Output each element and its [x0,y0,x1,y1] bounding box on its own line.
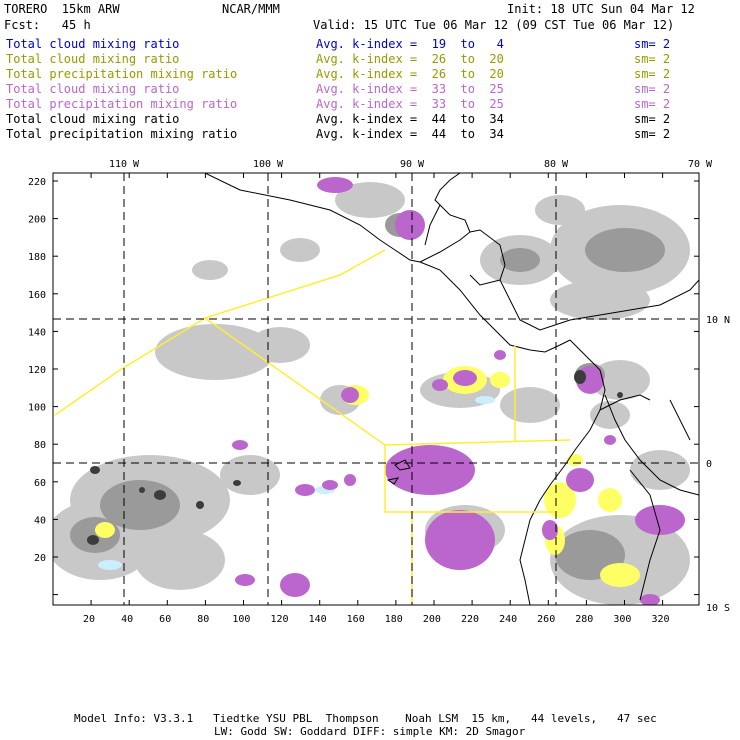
legend-sm: sm= 2 [634,127,671,141]
lat-label: 10 S [706,603,730,614]
grid-y-label: 160 [28,290,46,301]
domain-boundaries [54,249,571,605]
grid-y-label: 20 [34,553,46,564]
right-lat-labels: 10 N 0 10 S [706,315,730,614]
grid-y-label: 200 [28,215,46,226]
legend-field: Total cloud mixing ratio [6,112,180,126]
grid-x-label: 160 [347,614,365,625]
grid-x-label: 120 [270,614,288,625]
legend-sm: sm= 2 [634,67,671,81]
lat-label: 10 N [706,315,730,326]
lon-label: 100 W [253,159,284,170]
org-label: NCAR/MMM [222,2,280,16]
footer-physics-info: LW: Godd SW: Goddard DIFF: simple KM: 2D… [214,725,526,738]
legend-sm: sm= 2 [634,37,671,51]
map-frame [52,172,700,606]
forecast-hour: Fcst: 45 h [4,18,91,32]
axis-ticks [52,173,699,605]
lon-label: 110 W [109,159,140,170]
grid-y-label: 180 [28,252,46,263]
grid-x-label: 220 [461,614,479,625]
legend-field: Total cloud mixing ratio [6,37,180,51]
footer-model-info: Model Info: V3.3.1 Tiedtke YSU PBL Thomp… [74,712,657,725]
grid-x-label: 240 [499,614,517,625]
grid-y-label: 40 [34,515,46,526]
grid-x-label: 40 [121,614,133,625]
legend-kindex: Avg. k-index = 44 to 34 [316,112,504,126]
grid-y-label: 80 [34,440,46,451]
legend-kindex: Avg. k-index = 33 to 25 [316,82,504,96]
legend-kindex: Avg. k-index = 33 to 25 [316,97,504,111]
grid-y-label: 220 [28,177,46,188]
model-name: TORERO 15km ARW [4,2,120,16]
grid-x-label: 60 [159,614,171,625]
legend-kindex: Avg. k-index = 26 to 20 [316,52,504,66]
legend-kindex: Avg. k-index = 19 to 4 [316,37,504,51]
legend-field: Total cloud mixing ratio [6,82,180,96]
grid-x-label: 100 [232,614,250,625]
legend-field: Total precipitation mixing ratio [6,67,238,81]
grid-x-label: 180 [385,614,403,625]
legend-kindex: Avg. k-index = 44 to 34 [316,127,504,141]
left-grid-labels: 220 200 180 160 140 120 100 80 60 40 20 [28,177,46,564]
bottom-grid-labels: 20 40 60 80 100 120 140 160 180 200 220 240 260 280 30… [83,614,670,625]
grid-x-label: 280 [575,614,593,625]
lat-lon-grid [53,173,699,605]
purple-kindex-areas [232,177,685,605]
init-time: Init: 18 UTC Sun 04 Mar 12 [507,2,695,16]
grid-y-label: 120 [28,365,46,376]
grid-x-label: 320 [651,614,669,625]
lon-label: 70 W [688,159,713,170]
grid-y-label: 100 [28,403,46,414]
legend-field: Total precipitation mixing ratio [6,97,238,111]
legend-field: Total precipitation mixing ratio [6,127,238,141]
top-lon-labels: 110 W 100 W 90 W 80 W 70 W [109,159,713,170]
lon-label: 90 W [400,159,425,170]
grid-y-label: 60 [34,478,46,489]
valid-time: Valid: 15 UTC Tue 06 Mar 12 (09 CST Tue … [313,18,675,32]
coastlines [204,173,699,605]
legend-field: Total cloud mixing ratio [6,52,180,66]
grid-x-label: 200 [423,614,441,625]
legend-sm: sm= 2 [634,97,671,111]
legend-sm: sm= 2 [634,52,671,66]
grid-x-label: 140 [309,614,327,625]
grid-x-label: 80 [197,614,209,625]
grid-y-label: 140 [28,327,46,338]
grid-x-label: 20 [83,614,95,625]
legend-sm: sm= 2 [634,82,671,96]
grid-x-label: 260 [537,614,555,625]
lon-label: 80 W [544,159,569,170]
lat-label: 0 [706,459,712,470]
grid-x-label: 300 [613,614,631,625]
cloud-dark-cores [87,370,623,545]
legend-kindex: Avg. k-index = 26 to 20 [316,67,504,81]
legend-sm: sm= 2 [634,112,671,126]
